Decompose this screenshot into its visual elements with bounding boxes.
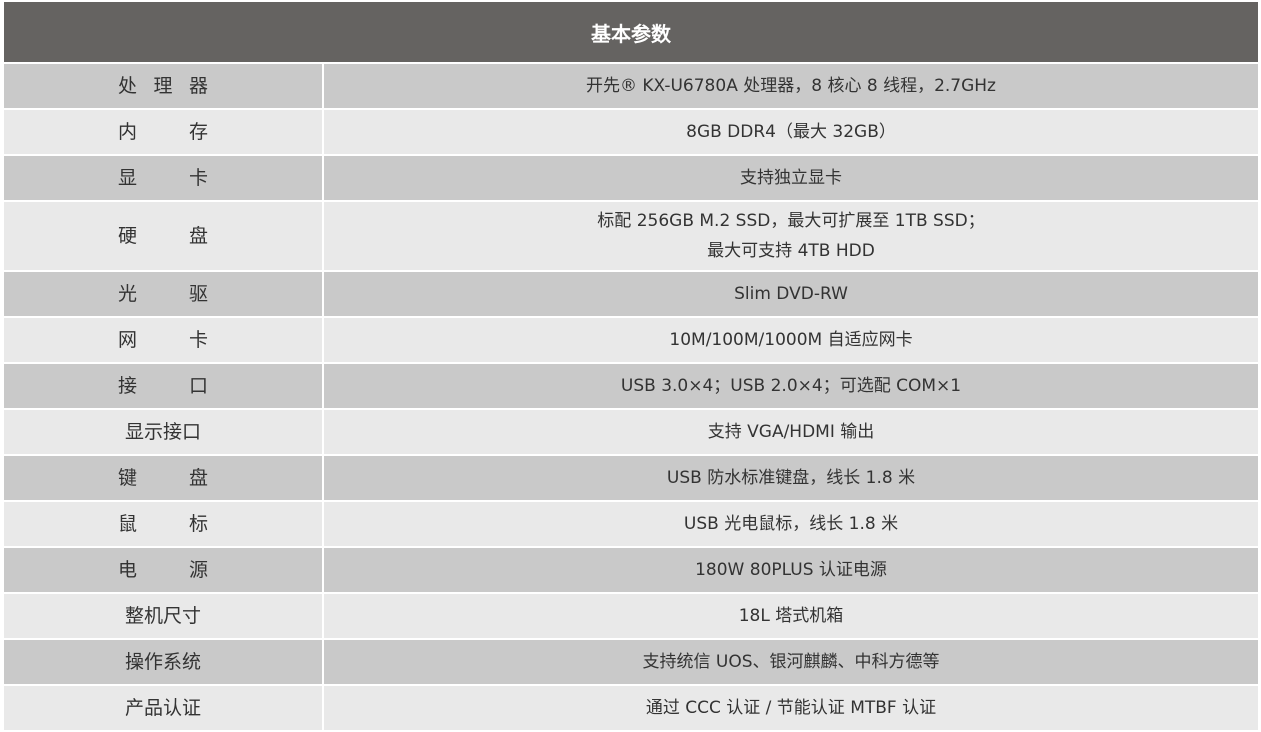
spec-label-text: 鼠 xyxy=(118,513,138,535)
spec-label-text: 口 xyxy=(188,375,208,397)
table-row: 显示接口 支持 VGA/HDMI 输出 xyxy=(4,410,1258,454)
spec-label-text: 标 xyxy=(188,513,208,535)
table-row: 显卡支持独立显卡 xyxy=(4,156,1258,200)
spec-label: 内存 xyxy=(4,110,322,154)
table-row: 硬盘标配 256GB M.2 SSD，最大可扩展至 1TB SSD； 最大可支持 … xyxy=(4,202,1258,270)
spec-label: 光驱 xyxy=(4,272,322,316)
table-row: 接口 USB 3.0×4；USB 2.0×4；可选配 COM×1 xyxy=(4,364,1258,408)
table-row: 内存 8GB DDR4（最大 32GB） xyxy=(4,110,1258,154)
spec-value-line: USB 光电鼠标，线长 1.8 米 xyxy=(683,514,899,534)
spec-value-line: 8GB DDR4（最大 32GB） xyxy=(686,122,896,142)
table-row: 光驱 Slim DVD-RW xyxy=(4,272,1258,316)
spec-label-text: 处 xyxy=(118,75,138,97)
table-row: 产品认证 通过 CCC 认证 / 节能认证 MTBF 认证 xyxy=(4,686,1258,730)
spec-label-text: 器 xyxy=(188,75,208,97)
spec-value: 180W 80PLUS 认证电源 xyxy=(324,548,1258,592)
spec-value-line: 支持 VGA/HDMI 输出 xyxy=(707,422,875,442)
spec-label: 产品认证 xyxy=(4,686,322,730)
spec-label-text: 光 xyxy=(118,283,138,305)
spec-label-text: 驱 xyxy=(188,283,208,305)
spec-label-text: 卡 xyxy=(188,167,208,189)
spec-value: USB 光电鼠标，线长 1.8 米 xyxy=(324,502,1258,546)
table-header: 基本参数 xyxy=(4,2,1258,62)
spec-value: 支持独立显卡 xyxy=(324,156,1258,200)
spec-label-text: 产品认证 xyxy=(124,697,201,719)
spec-value-line: 18L 塔式机箱 xyxy=(738,606,844,626)
spec-value-line: 支持独立显卡 xyxy=(740,168,842,188)
spec-label-text: 电 xyxy=(118,559,138,581)
table-row: 操作系统 支持统信 UOS、银河麒麟、中科方德等 xyxy=(4,640,1258,684)
table-row: 整机尺寸 18L 塔式机箱 xyxy=(4,594,1258,638)
spec-label-text: 硬 xyxy=(118,225,138,247)
spec-label-text: 内 xyxy=(118,121,138,143)
spec-label-text: 盘 xyxy=(188,467,208,489)
spec-value-line: 标配 256GB M.2 SSD，最大可扩展至 1TB SSD； xyxy=(597,211,985,231)
spec-value-line: 开先® KX-U6780A 处理器，8 核心 8 线程，2.7GHz xyxy=(586,76,996,96)
spec-label-text: 键 xyxy=(118,467,138,489)
spec-value-line: Slim DVD-RW xyxy=(734,284,848,304)
spec-value: USB 防水标准键盘，线长 1.8 米 xyxy=(324,456,1258,500)
spec-label: 整机尺寸 xyxy=(4,594,322,638)
spec-label: 键盘 xyxy=(4,456,322,500)
spec-value-line: 支持统信 UOS、银河麒麟、中科方德等 xyxy=(642,652,940,672)
spec-value: 支持 VGA/HDMI 输出 xyxy=(324,410,1258,454)
spec-value-line: USB 防水标准键盘，线长 1.8 米 xyxy=(666,468,916,488)
table-row: 鼠标 USB 光电鼠标，线长 1.8 米 xyxy=(4,502,1258,546)
spec-value-line: 最大可支持 4TB HDD xyxy=(707,241,875,261)
spec-value: 10M/100M/1000M 自适应网卡 xyxy=(324,318,1258,362)
spec-label: 操作系统 xyxy=(4,640,322,684)
spec-label: 处理器 xyxy=(4,64,322,108)
spec-value: 开先® KX-U6780A 处理器，8 核心 8 线程，2.7GHz xyxy=(324,64,1258,108)
spec-label-text: 操作系统 xyxy=(124,651,201,673)
spec-value: 18L 塔式机箱 xyxy=(324,594,1258,638)
spec-value: USB 3.0×4；USB 2.0×4；可选配 COM×1 xyxy=(324,364,1258,408)
spec-value: 通过 CCC 认证 / 节能认证 MTBF 认证 xyxy=(324,686,1258,730)
spec-value: 支持统信 UOS、银河麒麟、中科方德等 xyxy=(324,640,1258,684)
spec-label: 网卡 xyxy=(4,318,322,362)
spec-label: 电源 xyxy=(4,548,322,592)
spec-label-text: 源 xyxy=(188,559,208,581)
spec-label-text: 盘 xyxy=(188,225,208,247)
spec-label: 鼠标 xyxy=(4,502,322,546)
spec-value-line: USB 3.0×4；USB 2.0×4；可选配 COM×1 xyxy=(620,376,962,396)
table-row: 电源 180W 80PLUS 认证电源 xyxy=(4,548,1258,592)
spec-label-text: 显示接口 xyxy=(124,421,201,443)
spec-label: 接口 xyxy=(4,364,322,408)
table-row: 处理器 开先® KX-U6780A 处理器，8 核心 8 线程，2.7GHz xyxy=(4,64,1258,108)
spec-value: Slim DVD-RW xyxy=(324,272,1258,316)
spec-label-text: 存 xyxy=(188,121,208,143)
spec-value: 8GB DDR4（最大 32GB） xyxy=(324,110,1258,154)
spec-value-line: 10M/100M/1000M 自适应网卡 xyxy=(669,330,913,350)
spec-label-text: 接 xyxy=(118,375,138,397)
spec-label-text: 整机尺寸 xyxy=(124,605,201,627)
spec-label-text: 理 xyxy=(153,75,173,97)
spec-label: 硬盘 xyxy=(4,202,322,270)
spec-value-line: 180W 80PLUS 认证电源 xyxy=(695,560,887,580)
spec-label: 显示接口 xyxy=(4,410,322,454)
spec-value-line: 通过 CCC 认证 / 节能认证 MTBF 认证 xyxy=(645,698,937,718)
spec-label-text: 卡 xyxy=(188,329,208,351)
spec-value: 标配 256GB M.2 SSD，最大可扩展至 1TB SSD； 最大可支持 4T… xyxy=(324,202,1258,270)
table-row: 键盘 USB 防水标准键盘，线长 1.8 米 xyxy=(4,456,1258,500)
spec-label-text: 显 xyxy=(118,167,138,189)
table-row: 网卡 10M/100M/1000M 自适应网卡 xyxy=(4,318,1258,362)
spec-label-text: 网 xyxy=(118,329,138,351)
spec-label: 显卡 xyxy=(4,156,322,200)
spec-table: 基本参数 处理器 开先® KX-U6780A 处理器，8 核心 8 线程，2.7G… xyxy=(4,2,1258,732)
